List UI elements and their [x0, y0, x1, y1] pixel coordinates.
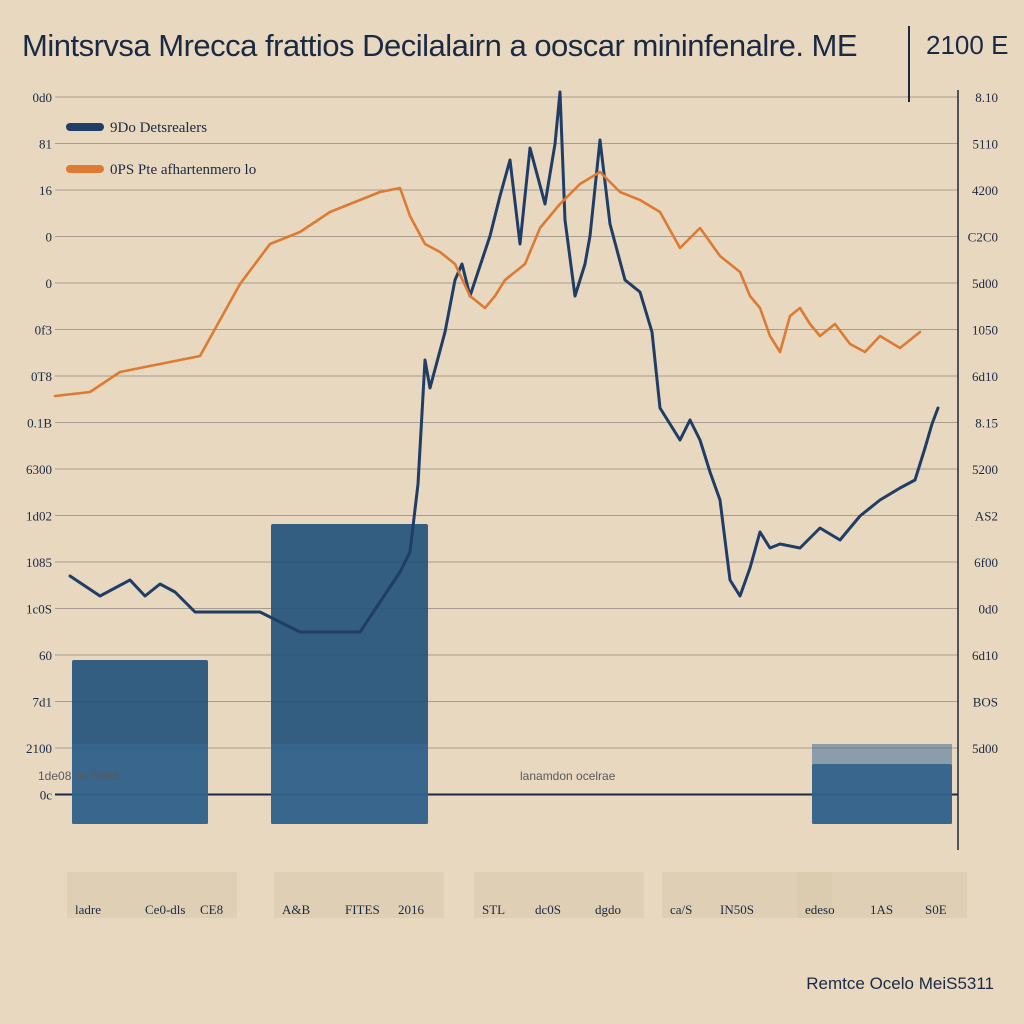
legend-label: 9Do Detsrealers [110, 120, 207, 136]
x-group-label: CE8 [200, 902, 223, 917]
x-group-label: 2016 [398, 902, 425, 917]
right-tick-label: 4200 [972, 183, 998, 198]
x-group-label: Ce0-dls [145, 902, 185, 917]
title-divider [908, 26, 910, 102]
left-tick-label: 6300 [26, 462, 52, 477]
series-line-orange [53, 170, 922, 398]
left-tick-label: 2100 [26, 741, 52, 756]
left-tick-label: 16 [39, 183, 53, 198]
left-tick-label: 0T8 [31, 369, 52, 384]
right-tick-label: 8.15 [975, 416, 998, 431]
bars-layer [72, 524, 952, 824]
legend: 9Do Detsrealers 0PS Pte afhartenmero lo [66, 120, 256, 178]
x-group-label: A&B [282, 902, 311, 917]
right-tick-label: 0d0 [979, 602, 999, 617]
x-group-label: 1AS [870, 902, 893, 917]
left-tick-label: 0f3 [35, 323, 52, 338]
right-tick-label: 5200 [972, 462, 998, 477]
grid-lines [55, 96, 958, 796]
footer-source: Remtce Ocelo MeiS5311 [806, 974, 994, 993]
x-group-label: S0E [925, 902, 947, 917]
x-group-box [797, 872, 967, 918]
right-tick-label: BOS [973, 695, 998, 710]
x-group-box [67, 872, 237, 918]
x-group-label: dc0S [535, 902, 561, 917]
right-tick-label: 6d10 [972, 648, 998, 663]
x-group-box [274, 872, 444, 918]
x-group-box [474, 872, 644, 918]
bar-shade [271, 744, 428, 824]
chart-title: Mintsrvsa Mrecca frattios Decilalairn a … [22, 28, 858, 63]
right-tick-label: 6f00 [974, 555, 998, 570]
left-tick-label: 81 [39, 137, 52, 152]
x-group-label: STL [482, 902, 505, 917]
annotation-label: 1de08 0c S0A5 [38, 769, 120, 783]
left-tick-label: 0.1B [27, 416, 52, 431]
tick-labels: 0d0 81 16 0 0 0f3 0T8 0.1B 6300 1d02 1085 1c0S 60 7d1… [26, 90, 998, 803]
x-group-label: dgdo [595, 902, 621, 917]
series-line-navy [68, 90, 940, 634]
x-group-label: FITES [345, 902, 380, 917]
left-tick-label: 0d0 [33, 90, 53, 105]
left-tick-label: 1085 [26, 555, 52, 570]
left-tick-label: 7d1 [33, 695, 53, 710]
legend-label: 0PS Pte afhartenmero lo [110, 162, 256, 178]
right-tick-label: 8.10 [975, 90, 998, 105]
left-tick-label: 60 [39, 648, 52, 663]
right-tick-label: 5110 [972, 137, 998, 152]
right-tick-label: 5d00 [972, 741, 998, 756]
left-tick-label: 0 [46, 276, 53, 291]
right-tick-label: 1050 [972, 323, 998, 338]
left-tick-label: 0c [40, 788, 53, 803]
title-year-label: 2100 E [926, 30, 1009, 60]
annotation-label: lanamdon ocelrae [520, 769, 616, 783]
series-lines [53, 90, 940, 634]
x-group-labels: 1de08 0c S0A5 lanamdon ocelrae ladre Ce0-dl… [38, 769, 967, 918]
right-tick-label: C2C0 [968, 230, 998, 245]
left-tick-label: 1d02 [26, 509, 52, 524]
left-tick-label: 1c0S [26, 602, 52, 617]
right-tick-label: 6d10 [972, 369, 998, 384]
x-group-label: edeso [805, 902, 835, 917]
x-group-label: ladre [75, 902, 101, 917]
x-group-label: IN50S [720, 902, 754, 917]
right-tick-label: 5d00 [972, 276, 998, 291]
bar-shade [72, 744, 208, 824]
bar-shade [812, 744, 952, 824]
x-group-label: ca/S [670, 902, 692, 917]
left-tick-label: 0 [46, 230, 53, 245]
right-tick-label: AS2 [975, 509, 998, 524]
